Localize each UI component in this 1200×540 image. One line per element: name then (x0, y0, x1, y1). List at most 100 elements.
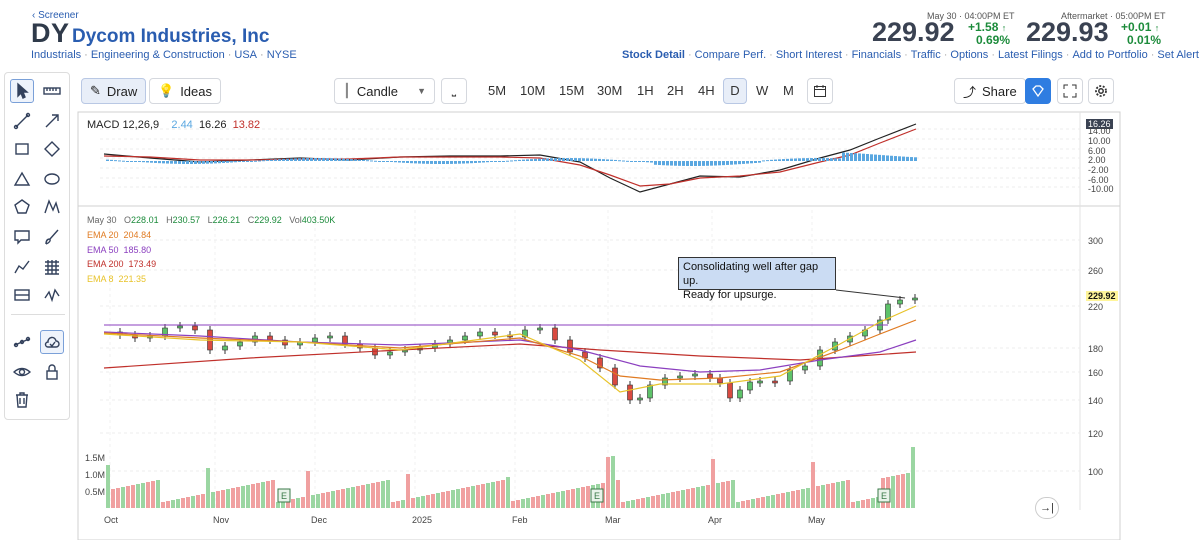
tf-5m[interactable]: 5M (488, 83, 507, 98)
link-set-alert[interactable]: Set Alert (1157, 49, 1199, 61)
chart-annotation-callout[interactable]: Consolidating well after gap up. Ready f… (678, 257, 836, 301)
link-add-portfolio[interactable]: Add to Portfolio (1072, 49, 1148, 61)
polyline-icon[interactable] (10, 255, 34, 279)
draw-button[interactable]: ✎ Draw (81, 78, 147, 104)
xabcd-pattern-icon[interactable] (40, 195, 64, 219)
trendline-icon[interactable] (10, 109, 34, 133)
breadcrumb-screener[interactable]: ‹ Screener (32, 10, 79, 21)
macd-histogram-bar (250, 161, 253, 162)
month-oct: Oct (104, 515, 119, 525)
tf-10m[interactable]: 10M (520, 83, 546, 98)
macd-badge: 16.26 (1086, 119, 1113, 129)
low-label: L (207, 215, 213, 225)
link-options[interactable]: Options (950, 49, 989, 61)
candle-icon: ┃ (343, 83, 351, 98)
ideas-button[interactable]: 💡 Ideas (149, 78, 221, 104)
volume-bar (901, 474, 905, 508)
link-traffic[interactable]: Traffic (910, 49, 941, 61)
chart-layout-button[interactable]: ⎵ (441, 78, 467, 104)
macd-histogram-bar (690, 161, 693, 166)
fullscreen-button[interactable] (1057, 78, 1083, 104)
industry-link[interactable]: Engineering & Construction (90, 49, 225, 61)
link-financials[interactable]: Financials (851, 49, 902, 61)
volume-bar (841, 481, 845, 508)
polygon-icon[interactable] (10, 195, 34, 219)
volume-bar (351, 487, 355, 508)
macd-histogram-bar (718, 161, 721, 166)
macd-histogram-bar (846, 152, 849, 161)
candle-body (267, 335, 273, 341)
earnings-marker-label: E (594, 491, 600, 501)
macd-histogram-bar (822, 158, 825, 161)
macd-histogram-bar (154, 161, 157, 163)
macd-histogram-bar (374, 160, 377, 162)
macd-histogram-bar (426, 161, 429, 164)
price-change-value: +1.58 (968, 20, 999, 34)
link-compare-perf[interactable]: Compare Perf. (694, 49, 767, 61)
macd-histogram-bar (766, 160, 769, 162)
macd-histogram-bar (322, 158, 325, 161)
tf-30m[interactable]: 30M (597, 83, 623, 98)
month-mar: Mar (605, 515, 621, 525)
cursor-icon[interactable] (10, 79, 34, 103)
tf-m[interactable]: M (783, 83, 794, 98)
country-link[interactable]: USA (234, 49, 258, 61)
macd-histogram-bar (518, 159, 521, 161)
trash-icon[interactable] (10, 388, 34, 412)
measure-line-icon[interactable] (10, 330, 34, 354)
tf-4h[interactable]: 4H (698, 83, 715, 98)
triangle-icon[interactable] (10, 167, 34, 191)
volume-bar (611, 456, 615, 508)
volume-bar (411, 498, 415, 508)
tf-2h[interactable]: 2H (667, 83, 684, 98)
rectangle-icon[interactable] (10, 137, 34, 161)
link-latest-filings[interactable]: Latest Filings (997, 49, 1063, 61)
fib-grid-icon[interactable] (40, 255, 64, 279)
macd-histogram-bar (434, 161, 437, 164)
scroll-to-latest-button[interactable]: →| (1035, 497, 1059, 519)
ellipse-icon[interactable] (40, 167, 64, 191)
exchange-link[interactable]: NYSE (266, 49, 297, 61)
volume-bar (346, 488, 350, 508)
pitchfork-icon[interactable] (40, 283, 64, 307)
tf-1h[interactable]: 1H (637, 83, 654, 98)
volume-bar (871, 498, 875, 508)
company-name[interactable]: Dycom Industries, Inc (72, 26, 270, 47)
tf-15m[interactable]: 15M (559, 83, 585, 98)
volume-bar (321, 493, 325, 508)
volume-bar (781, 493, 785, 508)
eye-icon[interactable] (10, 360, 34, 384)
macd-histogram-bar (130, 161, 133, 162)
volume-bar (151, 481, 155, 508)
ema50-label: EMA 50 (87, 245, 119, 255)
macd-histogram-bar (242, 161, 245, 162)
ruler-icon[interactable] (40, 79, 64, 103)
tf-d[interactable]: D (723, 78, 747, 104)
arrow-icon[interactable] (40, 109, 64, 133)
volume-bar (421, 496, 425, 508)
chart-type-select[interactable]: ┃ Candle ▼ (334, 78, 435, 104)
brush-icon[interactable] (40, 225, 64, 249)
range-icon[interactable] (10, 283, 34, 307)
lock-icon[interactable] (40, 360, 64, 384)
ohlc-legend: May 30 O228.01 H230.57 L226.21 C229.92 V… (87, 215, 335, 225)
volume-bar (141, 483, 145, 508)
macd-histogram-bar (778, 159, 781, 161)
link-short-interest[interactable]: Short Interest (775, 49, 842, 61)
macd-histogram-bar (914, 157, 917, 161)
breadcrumb-label[interactable]: Screener (38, 10, 79, 21)
share-button[interactable]: ⤴ Share (954, 78, 1026, 104)
calendar-button[interactable] (807, 78, 833, 104)
macd-histogram-bar (482, 161, 485, 163)
rotated-rectangle-icon[interactable] (40, 137, 64, 161)
pro-button[interactable] (1025, 78, 1051, 104)
callout-icon[interactable] (10, 225, 34, 249)
link-stock-detail[interactable]: Stock Detail (622, 49, 685, 61)
macd-histogram-bar (282, 158, 285, 161)
sector-link[interactable]: Industrials (31, 49, 82, 61)
macd-histogram-bar (390, 161, 393, 162)
tf-w[interactable]: W (756, 83, 769, 98)
cloud-save-icon[interactable] (40, 330, 64, 354)
settings-button[interactable] (1088, 78, 1114, 104)
